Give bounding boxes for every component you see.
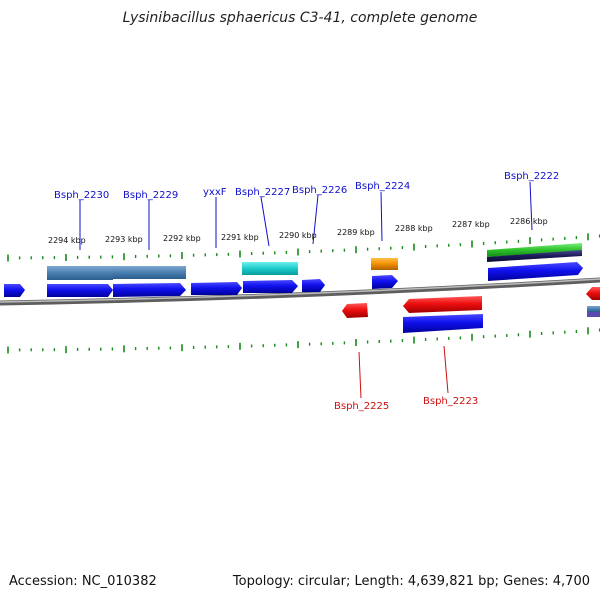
scale-label: 2287 kbp — [452, 220, 490, 229]
gene-arrow-forward[interactable] — [191, 282, 242, 295]
feature-bar[interactable] — [587, 312, 600, 317]
genome-backbone — [0, 277, 600, 306]
gene-arrow-reverse[interactable] — [586, 287, 600, 300]
accession-text: Accession: NC_010382 — [9, 574, 157, 589]
gene-arrow-reverse[interactable] — [342, 303, 368, 318]
leader-line — [443, 345, 449, 394]
leader-line — [529, 181, 533, 231]
gene-labels-forward: Bsph_2230 Bsph_2229 yxxF Bsph_2227 Bsph_… — [54, 171, 559, 201]
gene-label-bsph-2227[interactable]: Bsph_2227 — [235, 187, 290, 198]
scale-label: 2286 kbp — [510, 217, 548, 226]
scale-label: 2290 kbp — [279, 231, 317, 240]
gene-arrow-forward[interactable] — [488, 262, 583, 281]
feature-bar[interactable] — [487, 250, 582, 262]
scale-label: 2293 kbp — [105, 235, 143, 244]
leader-line — [312, 194, 319, 245]
gene-arrow-reverse[interactable] — [403, 296, 482, 313]
gene-label-yxxf[interactable]: yxxF — [203, 187, 227, 198]
gene-label-bsph-2230[interactable]: Bsph_2230 — [54, 190, 109, 201]
label-leaders-reverse — [358, 345, 449, 399]
gene-label-bsph-2222[interactable]: Bsph_2222 — [504, 171, 559, 182]
gene-arrow-forward[interactable] — [4, 284, 25, 297]
feature-bar[interactable] — [47, 266, 113, 280]
feature-bar[interactable] — [242, 262, 298, 275]
leader-line — [358, 351, 362, 399]
leader-line — [380, 191, 383, 242]
scale-label: 2291 kbp — [221, 233, 259, 242]
scale-label: 2294 kbp — [48, 236, 86, 245]
label-leaders-forward — [79, 181, 533, 250]
scale-label: 2289 kbp — [337, 228, 375, 237]
feature-bar[interactable] — [371, 258, 398, 270]
forward-features — [47, 243, 582, 280]
genome-backbone-highlight — [0, 278, 600, 303]
coordinate-labels: 2294 kbp 2293 kbp 2292 kbp 2291 kbp 2290… — [48, 217, 548, 245]
gene-arrow-forward[interactable] — [302, 279, 325, 292]
gene-arrow-forward[interactable] — [372, 275, 398, 289]
inner-scale-ticks — [7, 327, 600, 354]
gene-label-bsph-2223[interactable]: Bsph_2223 — [423, 396, 478, 407]
outer-scale-ticks — [7, 233, 600, 262]
gene-arrow-forward[interactable] — [243, 280, 298, 293]
gene-label-bsph-2226[interactable]: Bsph_2226 — [292, 185, 347, 196]
leader-line — [260, 196, 270, 247]
feature-bar[interactable] — [113, 266, 186, 279]
scale-label: 2292 kbp — [163, 234, 201, 243]
gene-label-bsph-2224[interactable]: Bsph_2224 — [355, 181, 410, 192]
feature-bar[interactable] — [487, 243, 582, 257]
gene-labels-reverse: Bsph_2225 Bsph_2223 — [334, 396, 478, 412]
gene-label-bsph-2225[interactable]: Bsph_2225 — [334, 401, 389, 412]
feature-bar[interactable] — [403, 314, 483, 333]
genome-summary-text: Topology: circular; Length: 4,639,821 bp… — [232, 574, 590, 589]
scale-label: 2288 kbp — [395, 224, 433, 233]
feature-bar[interactable] — [587, 306, 600, 312]
forward-genes — [4, 262, 583, 297]
gene-arrow-forward[interactable] — [113, 283, 186, 297]
reverse-genes — [342, 287, 600, 333]
gene-arrow-forward[interactable] — [47, 284, 113, 297]
map-title: Lysinibacillus sphaericus C3-41, complet… — [122, 10, 478, 26]
gene-label-bsph-2229[interactable]: Bsph_2229 — [123, 190, 178, 201]
